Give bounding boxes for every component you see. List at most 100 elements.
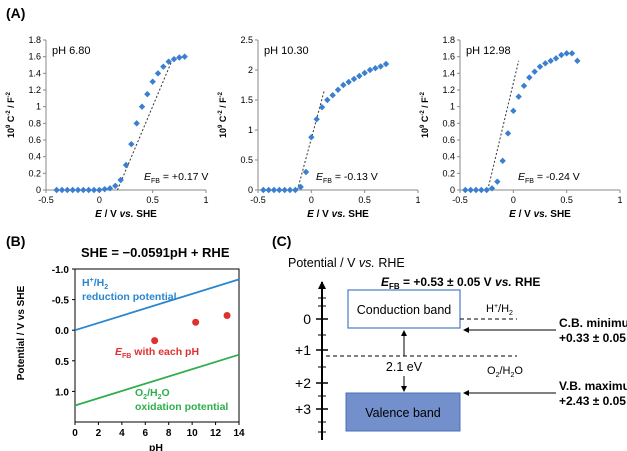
data-point (106, 185, 114, 192)
y-tick-label: 0.0 (55, 326, 69, 337)
axis-tick-label: +3 (295, 401, 311, 417)
data-point (133, 120, 140, 127)
data-point (144, 90, 151, 98)
chart-title: pH 12.98 (466, 45, 511, 57)
y-axis-label: 109 C-2 / F-2 (6, 91, 16, 138)
data-point (462, 186, 469, 194)
y-tick-label: 1.0 (55, 387, 69, 398)
x-tick-label: 1 (203, 195, 208, 205)
data-point (69, 186, 76, 194)
y-tick-label: 1.4 (28, 68, 41, 78)
data-point (488, 185, 496, 192)
data-point (526, 74, 533, 81)
panel-c: Potential / V vs. RHE EFB = +0.53 ± 0.05… (288, 256, 627, 440)
chart-title: pH 10.30 (264, 45, 309, 57)
data-point (276, 186, 283, 194)
panel-c-h-label: H+/H2 (486, 303, 513, 317)
data-point (478, 186, 485, 194)
data-point (504, 130, 512, 137)
data-point (260, 186, 267, 194)
x-tick-label: 0.5 (560, 195, 573, 205)
data-point (302, 168, 310, 176)
cb-title: C.B. minimum (559, 316, 627, 330)
x-tick-label: 0 (72, 428, 78, 439)
y-tick-label: 1 (450, 102, 455, 112)
mott-schottky-chart-3: 00.20.40.60.811.21.41.61.8-0.5 0 0.5 1pH 12… (420, 35, 623, 220)
data-point (90, 186, 98, 194)
efb-annotation: EFB = -0.24 V (518, 171, 580, 185)
panel-b-h-label-line2: reduction potential (82, 291, 177, 303)
gap-label: 2.1 eV (386, 360, 423, 374)
plot-frame (74, 268, 240, 423)
y-tick-label: 0 (248, 185, 253, 195)
data-point (515, 93, 522, 100)
y-tick-label: 0.2 (28, 168, 41, 178)
efb-annotation: EFB = -0.13 V (316, 171, 378, 185)
y-tick-label: 0 (36, 185, 41, 195)
data-point (563, 50, 570, 57)
y-tick-label: -1.0 (52, 265, 70, 276)
data-point (483, 186, 490, 194)
vb-title: V.B. maximum (559, 379, 627, 393)
y-tick-label: 0.5 (240, 155, 253, 165)
y-axis-label: 109 C-2 / F-2 (218, 91, 228, 138)
data-point (568, 50, 576, 57)
x-tick-label: 6 (143, 428, 149, 439)
data-point (547, 57, 554, 65)
x-tick-label: 8 (166, 428, 172, 439)
x-tick-label: 1 (415, 195, 420, 205)
y-tick-label: 0.6 (442, 135, 455, 145)
x-tick-label: 14 (233, 428, 245, 439)
potential-ph-chart: -1.0 -0.5 0.0 0.5 1.0 0 2 4 6 8 10 12 14 (52, 265, 245, 439)
y-tick-label: 0.2 (442, 168, 455, 178)
data-point (58, 186, 66, 194)
y-tick-label: 0.8 (28, 118, 41, 128)
data-point (281, 186, 288, 194)
x-tick-label: -0.5 (452, 195, 468, 205)
panel-b-xlabel: pH (149, 442, 163, 451)
y-tick-label: 1.8 (442, 35, 455, 45)
y-tick-label: 1.8 (28, 35, 41, 45)
y-axis-label: 109 C-2 / F-2 (420, 91, 430, 138)
data-point (372, 65, 379, 72)
y-tick-label: 0 (450, 185, 455, 195)
data-point (558, 51, 565, 59)
data-point (308, 134, 315, 141)
panel-label-b: (B) (6, 233, 25, 249)
data-point (520, 82, 528, 90)
data-point (318, 104, 326, 111)
x-tick-label: -0.5 (38, 195, 54, 205)
valence-band-label: Valence band (365, 406, 441, 420)
data-point (324, 96, 331, 104)
data-point (377, 63, 384, 70)
data-point (350, 75, 358, 83)
y-tick-label: 0.4 (28, 152, 41, 162)
y-tick-label: 1.6 (442, 52, 455, 62)
x-tick-label: -0.5 (250, 195, 266, 205)
data-point (85, 186, 92, 194)
data-point (356, 72, 363, 80)
panel-b-ylabel: Potential / V vs SHE (16, 285, 27, 380)
data-point (297, 183, 304, 191)
panel-label-c: (C) (272, 233, 291, 249)
x-tick-label: 0.5 (358, 195, 371, 205)
data-point (552, 55, 560, 62)
data-point (467, 186, 474, 194)
x-tick-label: 0.5 (146, 195, 159, 205)
data-point (345, 78, 352, 86)
data-point (80, 186, 87, 194)
y-tick-label: 0.4 (442, 152, 455, 162)
panel-c-o-label: O2/H2O (487, 365, 523, 379)
panel-b-efb-label: EFB with each pH (115, 346, 199, 360)
y-tick-label: 1.4 (442, 68, 455, 78)
y-tick-label: 1.2 (442, 85, 455, 95)
fit-line (117, 60, 173, 191)
y-tick-label: 2.5 (240, 35, 253, 45)
data-point (64, 186, 71, 194)
data-point (138, 103, 146, 110)
data-point (170, 55, 178, 63)
panel-c-efb: EFB = +0.53 ± 0.05 V vs. RHE (381, 275, 540, 291)
efb-point (151, 337, 159, 345)
data-point (472, 186, 480, 194)
